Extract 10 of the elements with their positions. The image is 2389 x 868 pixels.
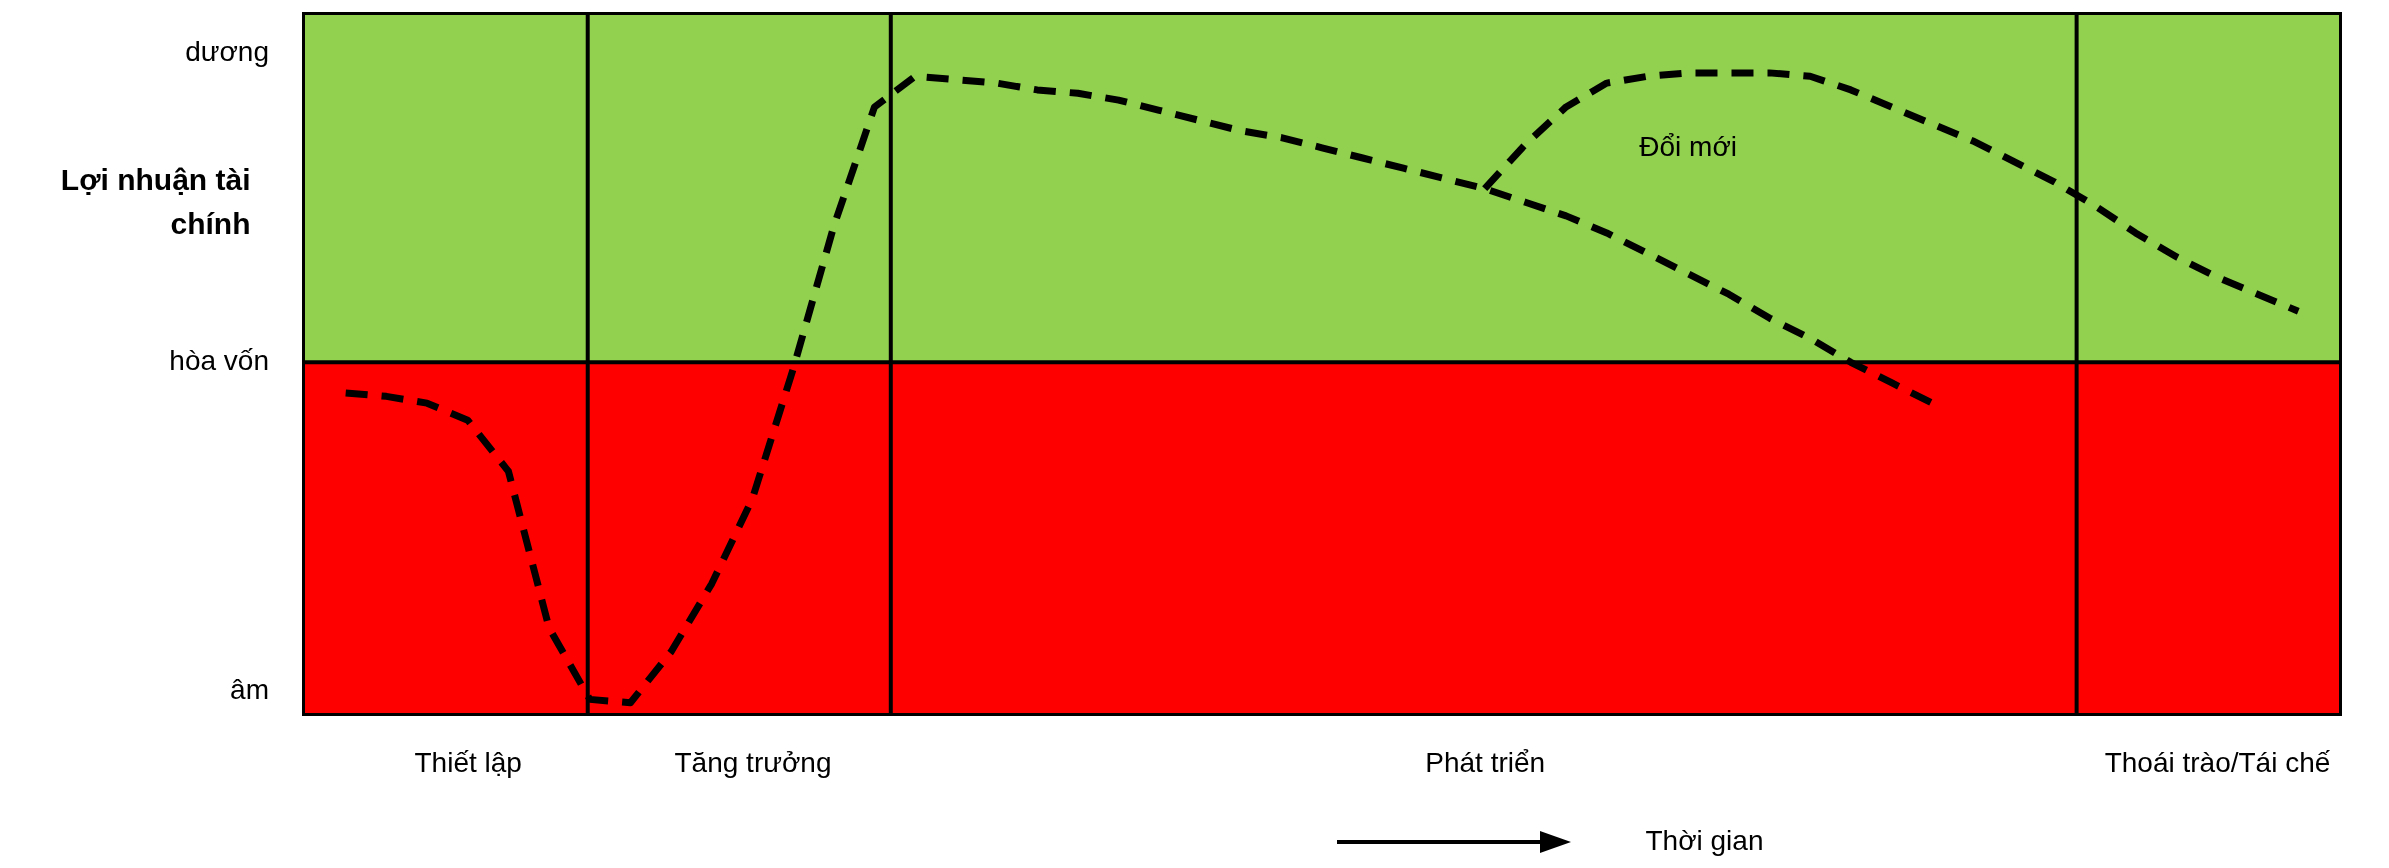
ref-line-label: hòa vốn: [169, 345, 269, 377]
x-tick-label: Thoái trào/Tái chế: [2104, 746, 2331, 778]
x-tick-label: Tăng trưởng: [674, 746, 832, 778]
y-axis-title: Lợi nhuận tài chính: [60, 162, 251, 240]
x-tick-label: Phát triển: [1425, 746, 1546, 778]
x-axis-title: Thời gian: [1645, 824, 1764, 856]
text: dương: [185, 36, 269, 67]
series-label: Đổi mới: [1639, 130, 1737, 162]
text: âm: [230, 674, 269, 705]
x-tick-label: Thiết lập: [414, 746, 522, 778]
